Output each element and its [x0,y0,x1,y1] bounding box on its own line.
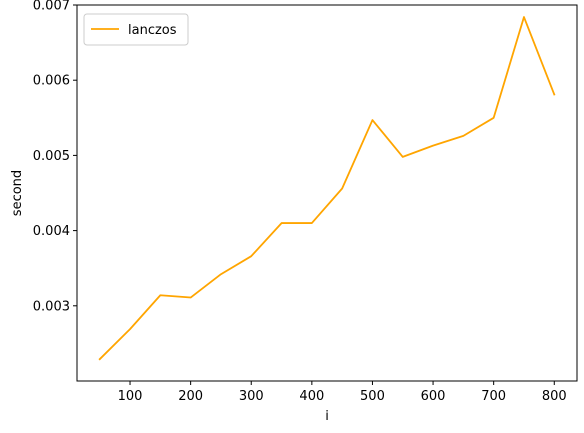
legend-label: lanczos [128,23,177,38]
y-tick-label: 0.005 [33,149,70,164]
y-tick-label: 0.003 [33,299,70,314]
legend-box [83,13,189,46]
x-tick-label: 800 [542,389,567,404]
x-axis-ticks: 100 200 300 400 500 600 700 800 [118,381,567,404]
series-layer [98,16,556,361]
x-tick-label: 700 [481,389,506,404]
y-tick-label: 0.004 [33,224,70,239]
plot-frame [76,4,578,382]
x-tick-label: 200 [178,389,203,404]
x-tick-label: 600 [421,389,446,404]
y-tick-label: 0.007 [33,0,70,14]
x-axis-label: i [325,409,329,424]
y-axis-label: second [10,170,25,216]
x-tick-label: 100 [118,389,143,404]
plot-area [77,5,577,381]
y-axis-ticks: 0.003 0.004 0.005 0.006 0.007 [33,0,77,314]
series-line-lanczos [98,16,556,361]
y-tick-label: 0.006 [33,74,70,89]
legend: lanczos [83,13,189,46]
x-tick-label: 300 [239,389,264,404]
x-tick-label: 500 [360,389,385,404]
x-tick-label: 400 [299,389,324,404]
